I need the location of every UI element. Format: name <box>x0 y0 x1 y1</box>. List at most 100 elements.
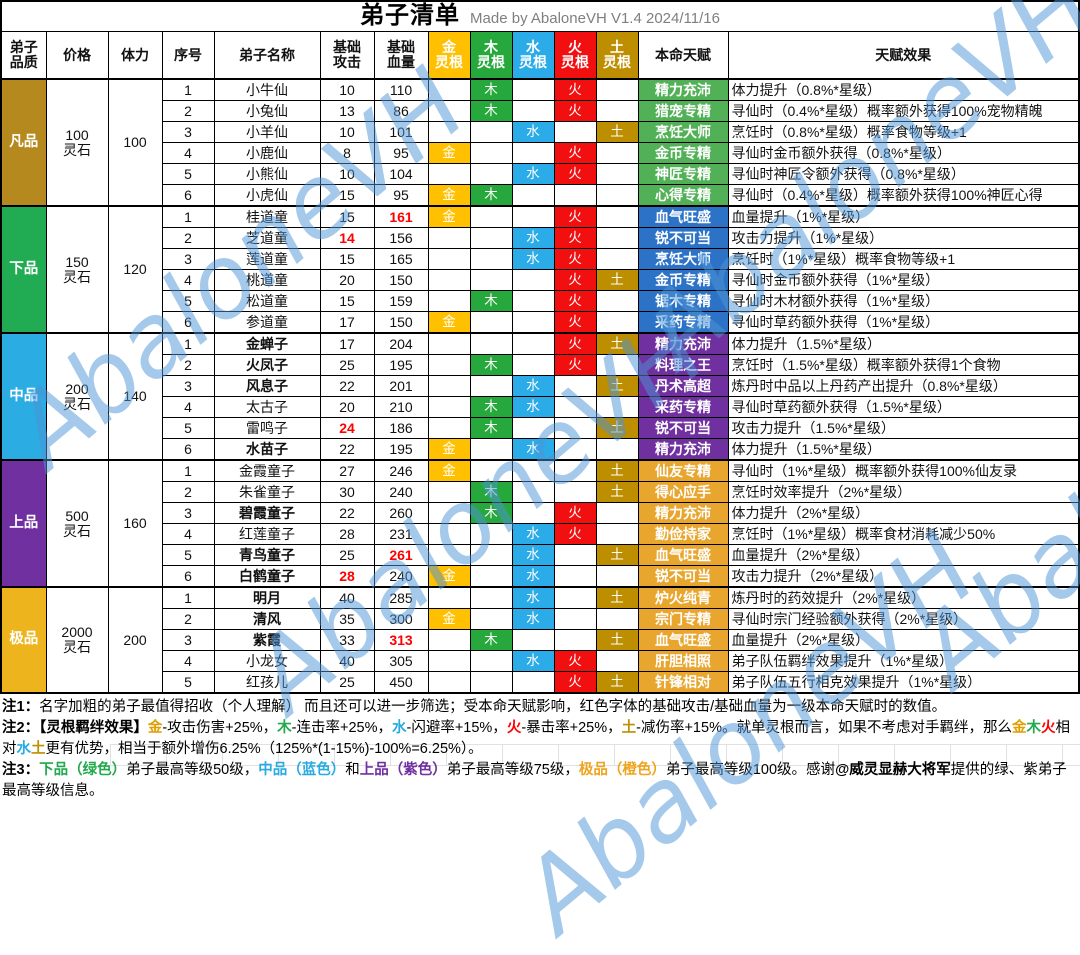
talent-cell: 精力充沛 <box>637 332 729 355</box>
root-cell-mu <box>469 375 513 397</box>
root-cell-huo <box>553 629 597 651</box>
root-cell-shui <box>511 332 555 355</box>
root-cell-shui <box>511 629 555 651</box>
root-cell-tu <box>595 78 639 101</box>
root-cell-mu <box>469 459 513 482</box>
stamina-cell: 140 <box>107 332 163 461</box>
talent-cell: 锐不可当 <box>637 227 729 249</box>
col-index: 序号 <box>161 31 215 80</box>
root-cell-mu <box>469 121 513 143</box>
effect-cell: 寻仙时金币额外获得（0.8%*星级） <box>727 142 1080 164</box>
root-cell-mu <box>469 671 513 694</box>
table-row: 2 清风 35 300 金 水 宗门专精 寻仙时宗门经验额外获得（2%*星级） <box>1 608 1080 630</box>
table-row: 2 火凤子 25 195 木 火 料理之王 烹饪时（1.5%*星级）概率额外获得1个食物 <box>1 354 1080 376</box>
table-row: 2 朱雀童子 30 240 木 土得心应手 烹饪时效率提升（2%*星级） <box>1 481 1080 503</box>
root-cell-shui <box>511 100 555 122</box>
disciple-name-cell: 小牛仙 <box>213 78 321 101</box>
col-base-hp: 基础 血量 <box>373 31 429 80</box>
row-index-cell: 5 <box>161 163 215 185</box>
root-cell-mu: 木 <box>469 290 513 312</box>
table-row: 6 白鹤童子 28 240 金 水 锐不可当 攻击力提升（2%*星级） <box>1 565 1080 588</box>
price-cell: 500 灵石 <box>45 459 109 588</box>
row-index-cell: 5 <box>161 290 215 312</box>
disciple-name-cell: 小兔仙 <box>213 100 321 122</box>
base-hp-cell: 246 <box>373 459 429 482</box>
base-attack-cell: 28 <box>319 523 375 545</box>
disciple-name-cell: 水苗子 <box>213 438 321 461</box>
effect-cell: 血量提升（2%*星级） <box>727 544 1080 566</box>
col-name: 弟子名称 <box>213 31 321 80</box>
disciple-name-cell: 朱雀童子 <box>213 481 321 503</box>
root-cell-jin <box>427 586 471 609</box>
talent-cell: 宗门专精 <box>637 608 729 630</box>
row-index-cell: 5 <box>161 671 215 694</box>
disciple-name-cell: 明月 <box>213 586 321 609</box>
root-cell-huo: 火 <box>553 248 597 270</box>
base-attack-cell: 40 <box>319 586 375 609</box>
row-index-cell: 6 <box>161 311 215 334</box>
root-cell-tu <box>595 396 639 418</box>
row-index-cell: 4 <box>161 650 215 672</box>
talent-cell: 勤俭持家 <box>637 523 729 545</box>
root-cell-jin <box>427 396 471 418</box>
row-index-cell: 1 <box>161 332 215 355</box>
effect-cell: 烹饪时（1.5%*星级）概率额外获得1个食物 <box>727 354 1080 376</box>
title-row: 弟子清单 Made by AbaloneVH V1.4 2024/11/16 <box>0 0 1080 32</box>
base-attack-cell: 15 <box>319 248 375 270</box>
disciple-name-cell: 松道童 <box>213 290 321 312</box>
disciple-name-cell: 紫霞 <box>213 629 321 651</box>
root-cell-tu <box>595 227 639 249</box>
root-cell-tu <box>595 290 639 312</box>
base-hp-cell: 165 <box>373 248 429 270</box>
row-index-cell: 6 <box>161 565 215 588</box>
table-row: 5 松道童 15 159 木 火 锯木专精 寻仙时木材额外获得（1%*星级） <box>1 290 1080 312</box>
base-hp-cell: 300 <box>373 608 429 630</box>
base-hp-cell: 285 <box>373 586 429 609</box>
effect-cell: 攻击力提升（1.5%*星级） <box>727 417 1080 439</box>
base-hp-cell: 150 <box>373 311 429 334</box>
root-cell-huo: 火 <box>553 354 597 376</box>
root-cell-tu: 土 <box>595 417 639 439</box>
root-cell-mu: 木 <box>469 100 513 122</box>
base-hp-cell: 195 <box>373 354 429 376</box>
base-attack-cell: 25 <box>319 354 375 376</box>
root-cell-huo <box>553 481 597 503</box>
root-cell-jin <box>427 100 471 122</box>
root-cell-shui: 水 <box>511 375 555 397</box>
root-cell-shui: 水 <box>511 248 555 270</box>
root-cell-jin <box>427 502 471 524</box>
root-cell-tu <box>595 438 639 461</box>
effect-cell: 攻击力提升（2%*星级） <box>727 565 1080 588</box>
effect-cell: 体力提升（0.8%*星级） <box>727 78 1080 101</box>
effect-cell: 寻仙时宗门经验额外获得（2%*星级） <box>727 608 1080 630</box>
root-cell-jin: 金 <box>427 205 471 228</box>
root-cell-huo: 火 <box>553 227 597 249</box>
root-cell-tu: 土 <box>595 269 639 291</box>
effect-cell: 炼丹时中品以上丹药产出提升（0.8%*星级） <box>727 375 1080 397</box>
disciple-name-cell: 芝道童 <box>213 227 321 249</box>
root-cell-tu <box>595 163 639 185</box>
row-index-cell: 1 <box>161 586 215 609</box>
root-cell-tu <box>595 650 639 672</box>
talent-cell: 烹饪大师 <box>637 121 729 143</box>
table-row: 3 紫霞 33 313 木 土血气旺盛 血量提升（2%*星级） <box>1 629 1080 651</box>
disciple-name-cell: 白鹤童子 <box>213 565 321 588</box>
table-row: 2 芝道童 14 156 水火 锐不可当 攻击力提升（1%*星级） <box>1 227 1080 249</box>
col-quality: 弟子 品质 <box>0 31 47 80</box>
table-row: 6 参道童 17 150 金 火 采药专精 寻仙时草药额外获得（1%*星级） <box>1 311 1080 334</box>
disciple-name-cell: 清风 <box>213 608 321 630</box>
quality-cell: 上品 <box>0 459 47 588</box>
table-row: 6 水苗子 22 195 金 水 精力充沛 体力提升（1.5%*星级） <box>1 438 1080 461</box>
effect-cell: 烹饪时效率提升（2%*星级） <box>727 481 1080 503</box>
base-attack-cell: 10 <box>319 121 375 143</box>
base-hp-cell: 305 <box>373 650 429 672</box>
root-cell-huo: 火 <box>553 671 597 694</box>
root-cell-shui <box>511 459 555 482</box>
quality-cell: 中品 <box>0 332 47 461</box>
base-hp-cell: 110 <box>373 78 429 101</box>
root-cell-tu <box>595 311 639 334</box>
row-index-cell: 5 <box>161 544 215 566</box>
root-cell-jin <box>427 78 471 101</box>
base-attack-cell: 20 <box>319 396 375 418</box>
root-cell-jin: 金 <box>427 459 471 482</box>
